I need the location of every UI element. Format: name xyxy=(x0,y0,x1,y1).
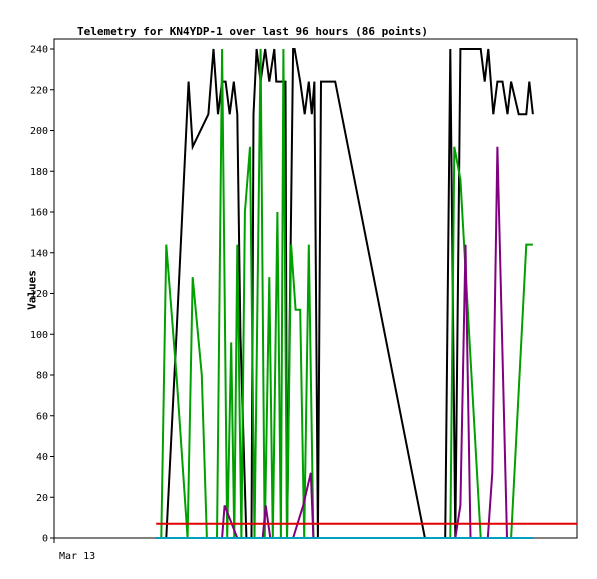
chart-title: Telemetry for KN4YDP-1 over last 96 hour… xyxy=(77,25,428,38)
y-tick-label: 220 xyxy=(30,85,48,96)
y-tick-label: 0 xyxy=(42,534,48,545)
y-tick-label: 120 xyxy=(30,289,48,300)
y-tick-label: 180 xyxy=(30,167,48,178)
series-line-green xyxy=(160,48,533,539)
y-tick-label: 240 xyxy=(30,45,48,56)
x-tick-label: Mar 13 xyxy=(59,551,95,562)
series-line-purple xyxy=(212,146,533,539)
series-line-black xyxy=(156,48,534,539)
y-tick-label: 100 xyxy=(30,330,48,341)
y-tick-label: 60 xyxy=(36,411,48,422)
y-tick-label: 140 xyxy=(30,248,48,259)
y-tick-label: 80 xyxy=(36,371,48,382)
y-tick-label: 20 xyxy=(36,493,48,504)
y-tick-label: 200 xyxy=(30,126,48,137)
y-tick-label: 40 xyxy=(36,452,48,463)
y-tick-label: 160 xyxy=(30,208,48,219)
